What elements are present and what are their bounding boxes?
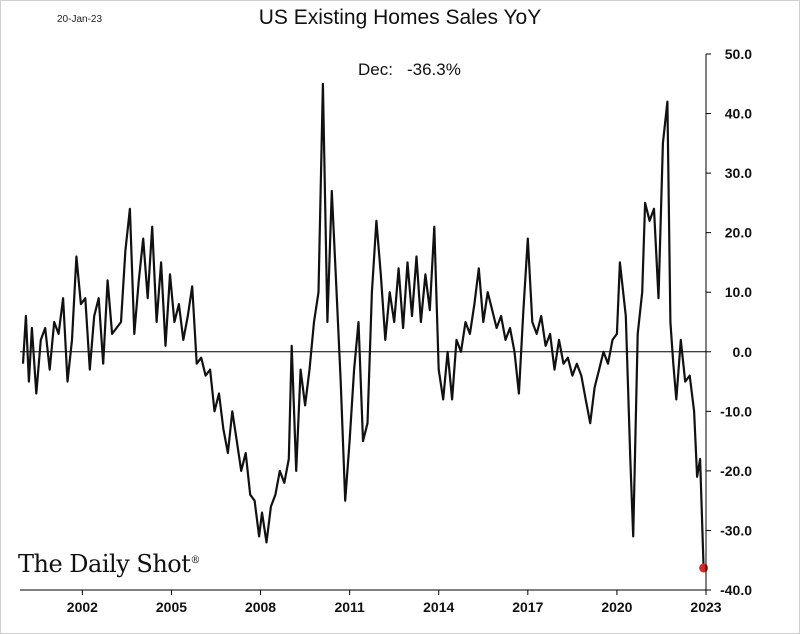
- date-stamp: 20-Jan-23: [57, 14, 103, 25]
- y-tick-label: -10.0: [720, 403, 752, 419]
- daily-shot-logo: The Daily Shot®: [18, 550, 200, 578]
- series-line: [21, 82, 705, 569]
- series-group: [21, 82, 709, 573]
- x-tick-label: 2005: [156, 599, 187, 615]
- x-axis: 2002 2005 2008 2011 2014 2017 2020 2023: [20, 589, 722, 615]
- x-tick-label: 2011: [334, 599, 365, 615]
- y-tick-label: 0.0: [733, 344, 753, 360]
- y-tick-label: 40.0: [725, 106, 752, 122]
- last-point-marker: [699, 563, 709, 573]
- logo-mark: ®: [190, 555, 200, 566]
- chart-title: US Existing Homes Sales YoY: [258, 6, 542, 29]
- annotation-value: -36.3%: [406, 60, 461, 79]
- y-tick-label: -40.0: [720, 582, 752, 598]
- x-tick-label: 2002: [67, 599, 98, 615]
- y-tick-label: 10.0: [725, 284, 752, 300]
- x-tick-label: 2008: [245, 599, 276, 615]
- y-tick-label: 20.0: [725, 225, 752, 241]
- annotation-label: Dec:: [358, 60, 393, 79]
- y-axis: 50.0 40.0 30.0 20.0 10.0 0.0 -10.0 -20.0 -30.0 -4…: [705, 46, 753, 598]
- y-tick-label: -30.0: [720, 522, 752, 538]
- logo-text: The Daily Shot: [18, 550, 191, 578]
- x-tick-label: 2023: [690, 599, 721, 615]
- y-tick-label: 50.0: [725, 46, 752, 62]
- y-tick-label: 30.0: [725, 165, 752, 181]
- x-tick-label: 2017: [512, 599, 543, 615]
- x-tick-label: 2020: [601, 599, 632, 615]
- y-tick-label: -20.0: [720, 463, 752, 479]
- x-tick-label: 2014: [423, 599, 454, 615]
- last-value-annotation: Dec: -36.3%: [358, 60, 461, 80]
